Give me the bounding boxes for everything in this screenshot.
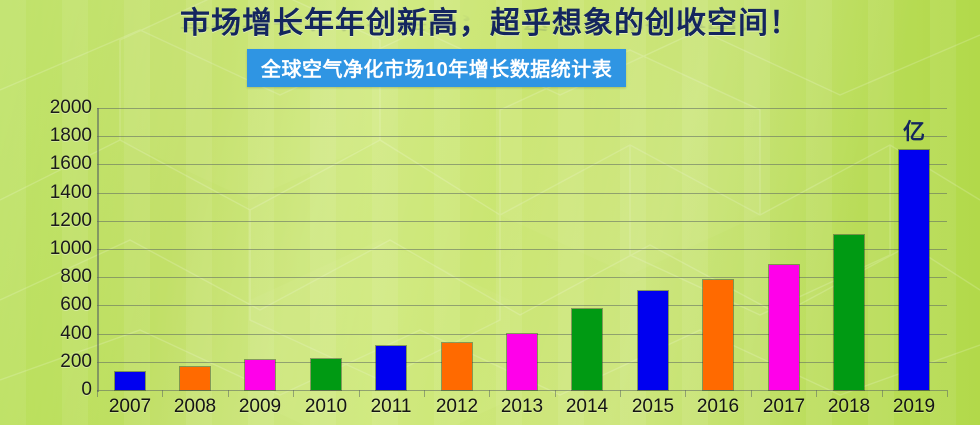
bar-2017 — [768, 264, 800, 391]
gridline — [97, 221, 947, 222]
y-axis-labels: 0 200 400 600 800 1000 1200 1400 1600 1800 2000 — [18, 0, 92, 425]
y-tick-label: 600 — [60, 294, 92, 316]
x-axis-tick — [751, 390, 752, 397]
y-tick-label: 0 — [81, 379, 92, 400]
x-axis-tick — [228, 390, 229, 397]
y-tick-label: 800 — [60, 266, 92, 288]
x-tick-label-2019: 2019 — [892, 396, 936, 417]
y-tick-label: 1800 — [49, 125, 92, 147]
y-tick-label: 1200 — [49, 209, 92, 231]
gridline — [97, 164, 947, 165]
x-axis-tick — [816, 390, 817, 397]
y-tick-label: 200 — [60, 350, 92, 372]
bar-2016 — [702, 279, 734, 391]
x-tick-label-2015: 2015 — [631, 396, 675, 417]
gridline — [97, 108, 947, 109]
x-axis-tick — [685, 390, 686, 397]
y-tick-label: 400 — [60, 322, 92, 344]
gridline — [97, 305, 947, 306]
gridline — [97, 249, 947, 250]
bar-2015 — [637, 290, 669, 391]
x-axis-tick — [489, 390, 490, 397]
x-tick-label-2013: 2013 — [500, 396, 544, 417]
bar-2009 — [244, 359, 276, 391]
x-tick-label-2018: 2018 — [827, 396, 871, 417]
gridline — [97, 136, 947, 137]
x-axis-tick — [620, 390, 621, 397]
bar-2007 — [114, 371, 146, 391]
gridline — [97, 193, 947, 194]
x-axis-tick — [424, 390, 425, 397]
x-tick-label-2014: 2014 — [565, 396, 609, 417]
x-axis-tick — [293, 390, 294, 397]
poster-headline: 市场增长年年创新高，超乎想象的创收空间！ — [180, 7, 800, 40]
bar-2014 — [571, 308, 603, 391]
bar-2019 — [898, 149, 930, 391]
bar-2010 — [310, 358, 342, 391]
y-tick-label: 1400 — [49, 181, 92, 203]
x-tick-label-2010: 2010 — [304, 396, 348, 417]
y-axis-line — [97, 108, 99, 392]
x-tick-label-2008: 2008 — [173, 396, 217, 417]
poster-subtitle-banner: 全球空气净化市场10年增长数据统计表 — [247, 49, 627, 87]
unit-annotation: 亿 — [902, 119, 926, 145]
x-tick-label-2009: 2009 — [238, 396, 282, 417]
y-tick-label: 2000 — [49, 97, 92, 118]
x-tick-label-2007: 2007 — [108, 396, 152, 417]
gridline — [97, 390, 947, 391]
x-axis-tick — [947, 390, 948, 397]
x-axis-tick — [162, 390, 163, 397]
y-tick-label: 1600 — [49, 153, 92, 175]
bar-2011 — [375, 345, 407, 391]
bar-2013 — [506, 333, 538, 391]
x-tick-label-2012: 2012 — [435, 396, 479, 417]
x-tick-label-2011: 2011 — [370, 396, 412, 417]
x-axis-tick — [882, 390, 883, 397]
x-tick-label-2017: 2017 — [762, 396, 806, 417]
bar-2012 — [441, 342, 473, 391]
x-axis-tick — [359, 390, 360, 397]
gridline — [97, 277, 947, 278]
x-axis-tick — [97, 390, 98, 397]
x-axis-tick — [555, 390, 556, 397]
bar-2008 — [179, 366, 211, 391]
y-tick-label: 1000 — [49, 238, 92, 259]
bar-2018 — [833, 234, 865, 391]
x-tick-label-2016: 2016 — [696, 396, 740, 417]
